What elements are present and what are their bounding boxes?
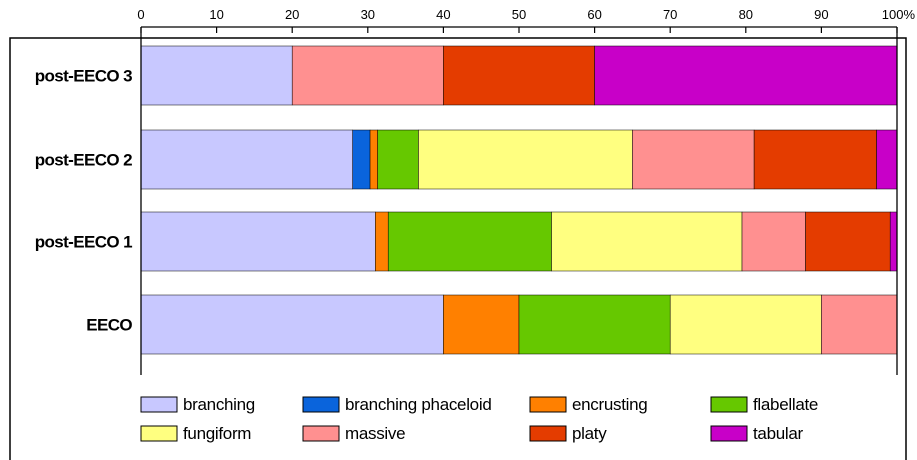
x-tick-label: 60	[587, 7, 601, 22]
bar-segment-fungiform	[669, 294, 822, 355]
bar-segment-platy	[443, 45, 595, 106]
bar-segment-massive	[632, 129, 755, 190]
x-axis: 0 10 20 30 40 50 60 70 80 90 100%	[137, 7, 915, 375]
bar-segment-fungiform	[551, 211, 743, 272]
bar-segment-platy	[805, 211, 891, 272]
legend-swatch-massive	[302, 425, 340, 442]
bar-segment-branching	[140, 211, 376, 272]
legend-label-branching-phaceloid: branching phaceloid	[345, 395, 491, 414]
bar-segment-massive	[741, 211, 806, 272]
bar-segment-fungiform	[418, 129, 633, 190]
category-label: post-EECO 1	[35, 233, 132, 252]
category-label: post-EECO 2	[35, 151, 132, 170]
bar-segment-massive	[821, 294, 898, 355]
legend-label-branching: branching	[183, 395, 255, 414]
category-labels: post-EECO 3 post-EECO 2 post-EECO 1 EECO	[35, 67, 133, 335]
legend-swatch-branching	[140, 396, 178, 413]
x-tick-label: 80	[739, 7, 753, 22]
bar-segment-branching-phaceloid	[352, 129, 371, 190]
bar-segment-encrusting	[443, 294, 520, 355]
legend-label-tabular: tabular	[753, 424, 804, 443]
legend: branching branching phaceloid encrusting fl…	[140, 395, 818, 443]
bar-segment-flabellate	[377, 129, 419, 190]
bar-segment-tabular	[876, 129, 898, 190]
x-tick-label: 50	[512, 7, 526, 22]
x-tick-label: 30	[361, 7, 375, 22]
legend-swatch-fungiform	[140, 425, 178, 442]
legend-label-platy: platy	[572, 424, 607, 443]
plot-frame	[9, 37, 907, 460]
legend-label-massive: massive	[345, 424, 405, 443]
x-tick-label: 10	[209, 7, 223, 22]
legend-label-encrusting: encrusting	[572, 395, 647, 414]
bar-segment-encrusting	[375, 211, 389, 272]
bar-segment-platy	[753, 129, 877, 190]
x-tick-label: 90	[814, 7, 828, 22]
x-tick-label: 70	[663, 7, 677, 22]
x-tick-label: 40	[436, 7, 450, 22]
bar-segment-flabellate	[518, 294, 671, 355]
bar-segment-massive	[291, 45, 444, 106]
legend-swatch-tabular	[710, 425, 748, 442]
legend-swatch-encrusting	[529, 396, 567, 413]
legend-label-fungiform: fungiform	[183, 424, 251, 443]
bar-segment-encrusting	[369, 129, 378, 190]
bar-segment-branching	[140, 129, 353, 190]
bar-segment-tabular	[889, 211, 898, 272]
category-label: EECO	[86, 316, 132, 335]
x-tick-label: 0	[137, 7, 144, 22]
legend-label-flabellate: flabellate	[753, 395, 818, 414]
legend-swatch-flabellate	[710, 396, 748, 413]
bar-segment-flabellate	[387, 211, 552, 272]
bar-segment-tabular	[594, 45, 898, 106]
legend-swatch-branching-phaceloid	[302, 396, 340, 413]
x-tick-label: 20	[285, 7, 299, 22]
category-label: post-EECO 3	[35, 67, 132, 86]
bars-group	[140, 45, 898, 355]
legend-swatch-platy	[529, 425, 567, 442]
bar-segment-branching	[140, 294, 444, 355]
x-tick-label: 100%	[882, 7, 916, 22]
bar-segment-branching	[140, 45, 293, 106]
